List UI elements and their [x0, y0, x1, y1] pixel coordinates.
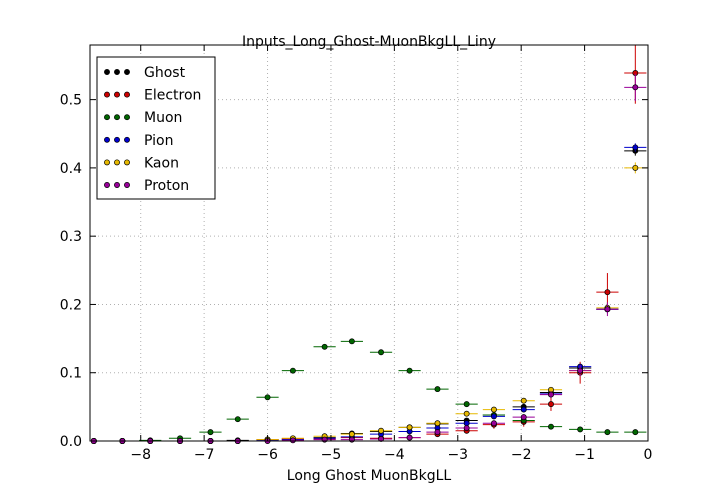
legend-marker-pion: [114, 136, 120, 143]
muon-point: [264, 394, 271, 401]
tick-layer: −8 −7 −6 −5 −4 −3 −2 −1 0 0.0 0.1 0.2 0.3 0.4 0.5: [60, 45, 653, 463]
kaon-point: [434, 420, 441, 427]
legend-marker-pion: [124, 136, 130, 143]
muon-point: [289, 367, 296, 374]
legend: Ghost Electron Muon Pion Kaon Proton: [96, 56, 216, 200]
proton-point: [604, 306, 611, 313]
kaon-series: [90, 162, 647, 444]
proton-point: [289, 437, 296, 444]
pion-point: [463, 420, 470, 427]
muon-point: [406, 367, 413, 374]
proton-point: [406, 434, 413, 441]
proton-point: [463, 425, 470, 431]
x-tick-label: −1: [574, 447, 595, 463]
muon-point: [604, 429, 611, 436]
muon-point: [348, 338, 355, 345]
muon-point: [632, 429, 639, 436]
muon-point: [463, 401, 470, 408]
pion-point: [490, 413, 497, 420]
legend-label-muon: Muon: [144, 110, 182, 126]
x-tick-label: −2: [511, 447, 532, 463]
kaon-point: [348, 431, 355, 438]
legend-marker-kaon: [104, 159, 110, 166]
y-tick-label: 0.2: [60, 297, 82, 313]
muon-point: [548, 423, 554, 430]
kaon-point: [520, 397, 527, 404]
kaon-point: [406, 424, 413, 431]
legend-marker-electron: [114, 91, 120, 98]
kaon-point: [490, 406, 497, 413]
x-tick-label: −5: [321, 447, 342, 463]
chart-title: Inputs_Long_Ghost-MuonBkgLL_Liny: [242, 34, 496, 50]
proton-point: [577, 367, 584, 374]
x-tick-label: −3: [447, 447, 468, 463]
legend-marker-kaon: [114, 159, 120, 166]
muon-series: [90, 338, 647, 444]
y-tick-label: 0.1: [60, 366, 82, 382]
proton-point: [434, 429, 441, 436]
proton-point: [490, 420, 497, 427]
proton-point: [632, 84, 639, 91]
pion-point: [520, 406, 527, 413]
legend-frame: [96, 56, 216, 200]
x-tick-label: −4: [384, 447, 405, 463]
muon-point: [577, 426, 584, 433]
electron-point: [604, 289, 611, 296]
legend-label-ghost: Ghost: [144, 65, 186, 81]
legend-marker-kaon: [124, 159, 130, 166]
electron-point: [548, 401, 554, 408]
muon-point: [207, 429, 214, 436]
legend-marker-ghost: [124, 69, 130, 75]
plot-frame: [89, 44, 649, 442]
legend-marker-proton: [124, 182, 130, 188]
y-tick-label: 0.0: [60, 434, 82, 450]
legend-label-kaon: Kaon: [144, 155, 179, 171]
kaon-point: [463, 410, 470, 417]
legend-marker-proton: [104, 182, 110, 188]
pion-point: [632, 144, 639, 151]
kaon-point: [378, 427, 384, 434]
legend-label-proton: Proton: [144, 178, 189, 194]
x-tick-label: −6: [257, 447, 278, 463]
kaon-point: [632, 164, 639, 171]
muon-point: [434, 386, 441, 393]
proton-point: [548, 391, 554, 398]
proton-point: [520, 414, 527, 421]
legend-marker-pion: [104, 136, 110, 143]
muon-point: [378, 349, 384, 356]
x-tick-label: −7: [194, 447, 215, 463]
y-tick-label: 0.4: [60, 161, 82, 177]
proton-point: [378, 436, 384, 442]
legend-marker-ghost: [104, 69, 110, 75]
y-tick-label: 0.3: [60, 229, 82, 245]
legend-marker-proton: [114, 182, 120, 188]
muon-point: [234, 416, 241, 423]
y-tick-label: 0.5: [60, 93, 82, 109]
legend-label-electron: Electron: [144, 88, 201, 104]
legend-marker-ghost: [114, 69, 120, 75]
x-axis-title: Long Ghost MuonBkgLL: [287, 468, 452, 484]
legend-marker-muon: [124, 114, 130, 121]
x-tick-label: −8: [130, 447, 151, 463]
legend-marker-muon: [114, 114, 120, 121]
legend-marker-muon: [104, 114, 110, 121]
legend-marker-electron: [104, 91, 110, 98]
muon-point: [321, 343, 328, 350]
legend-label-pion: Pion: [144, 133, 173, 149]
x-tick-label: 0: [644, 447, 653, 463]
legend-marker-electron: [124, 91, 130, 98]
